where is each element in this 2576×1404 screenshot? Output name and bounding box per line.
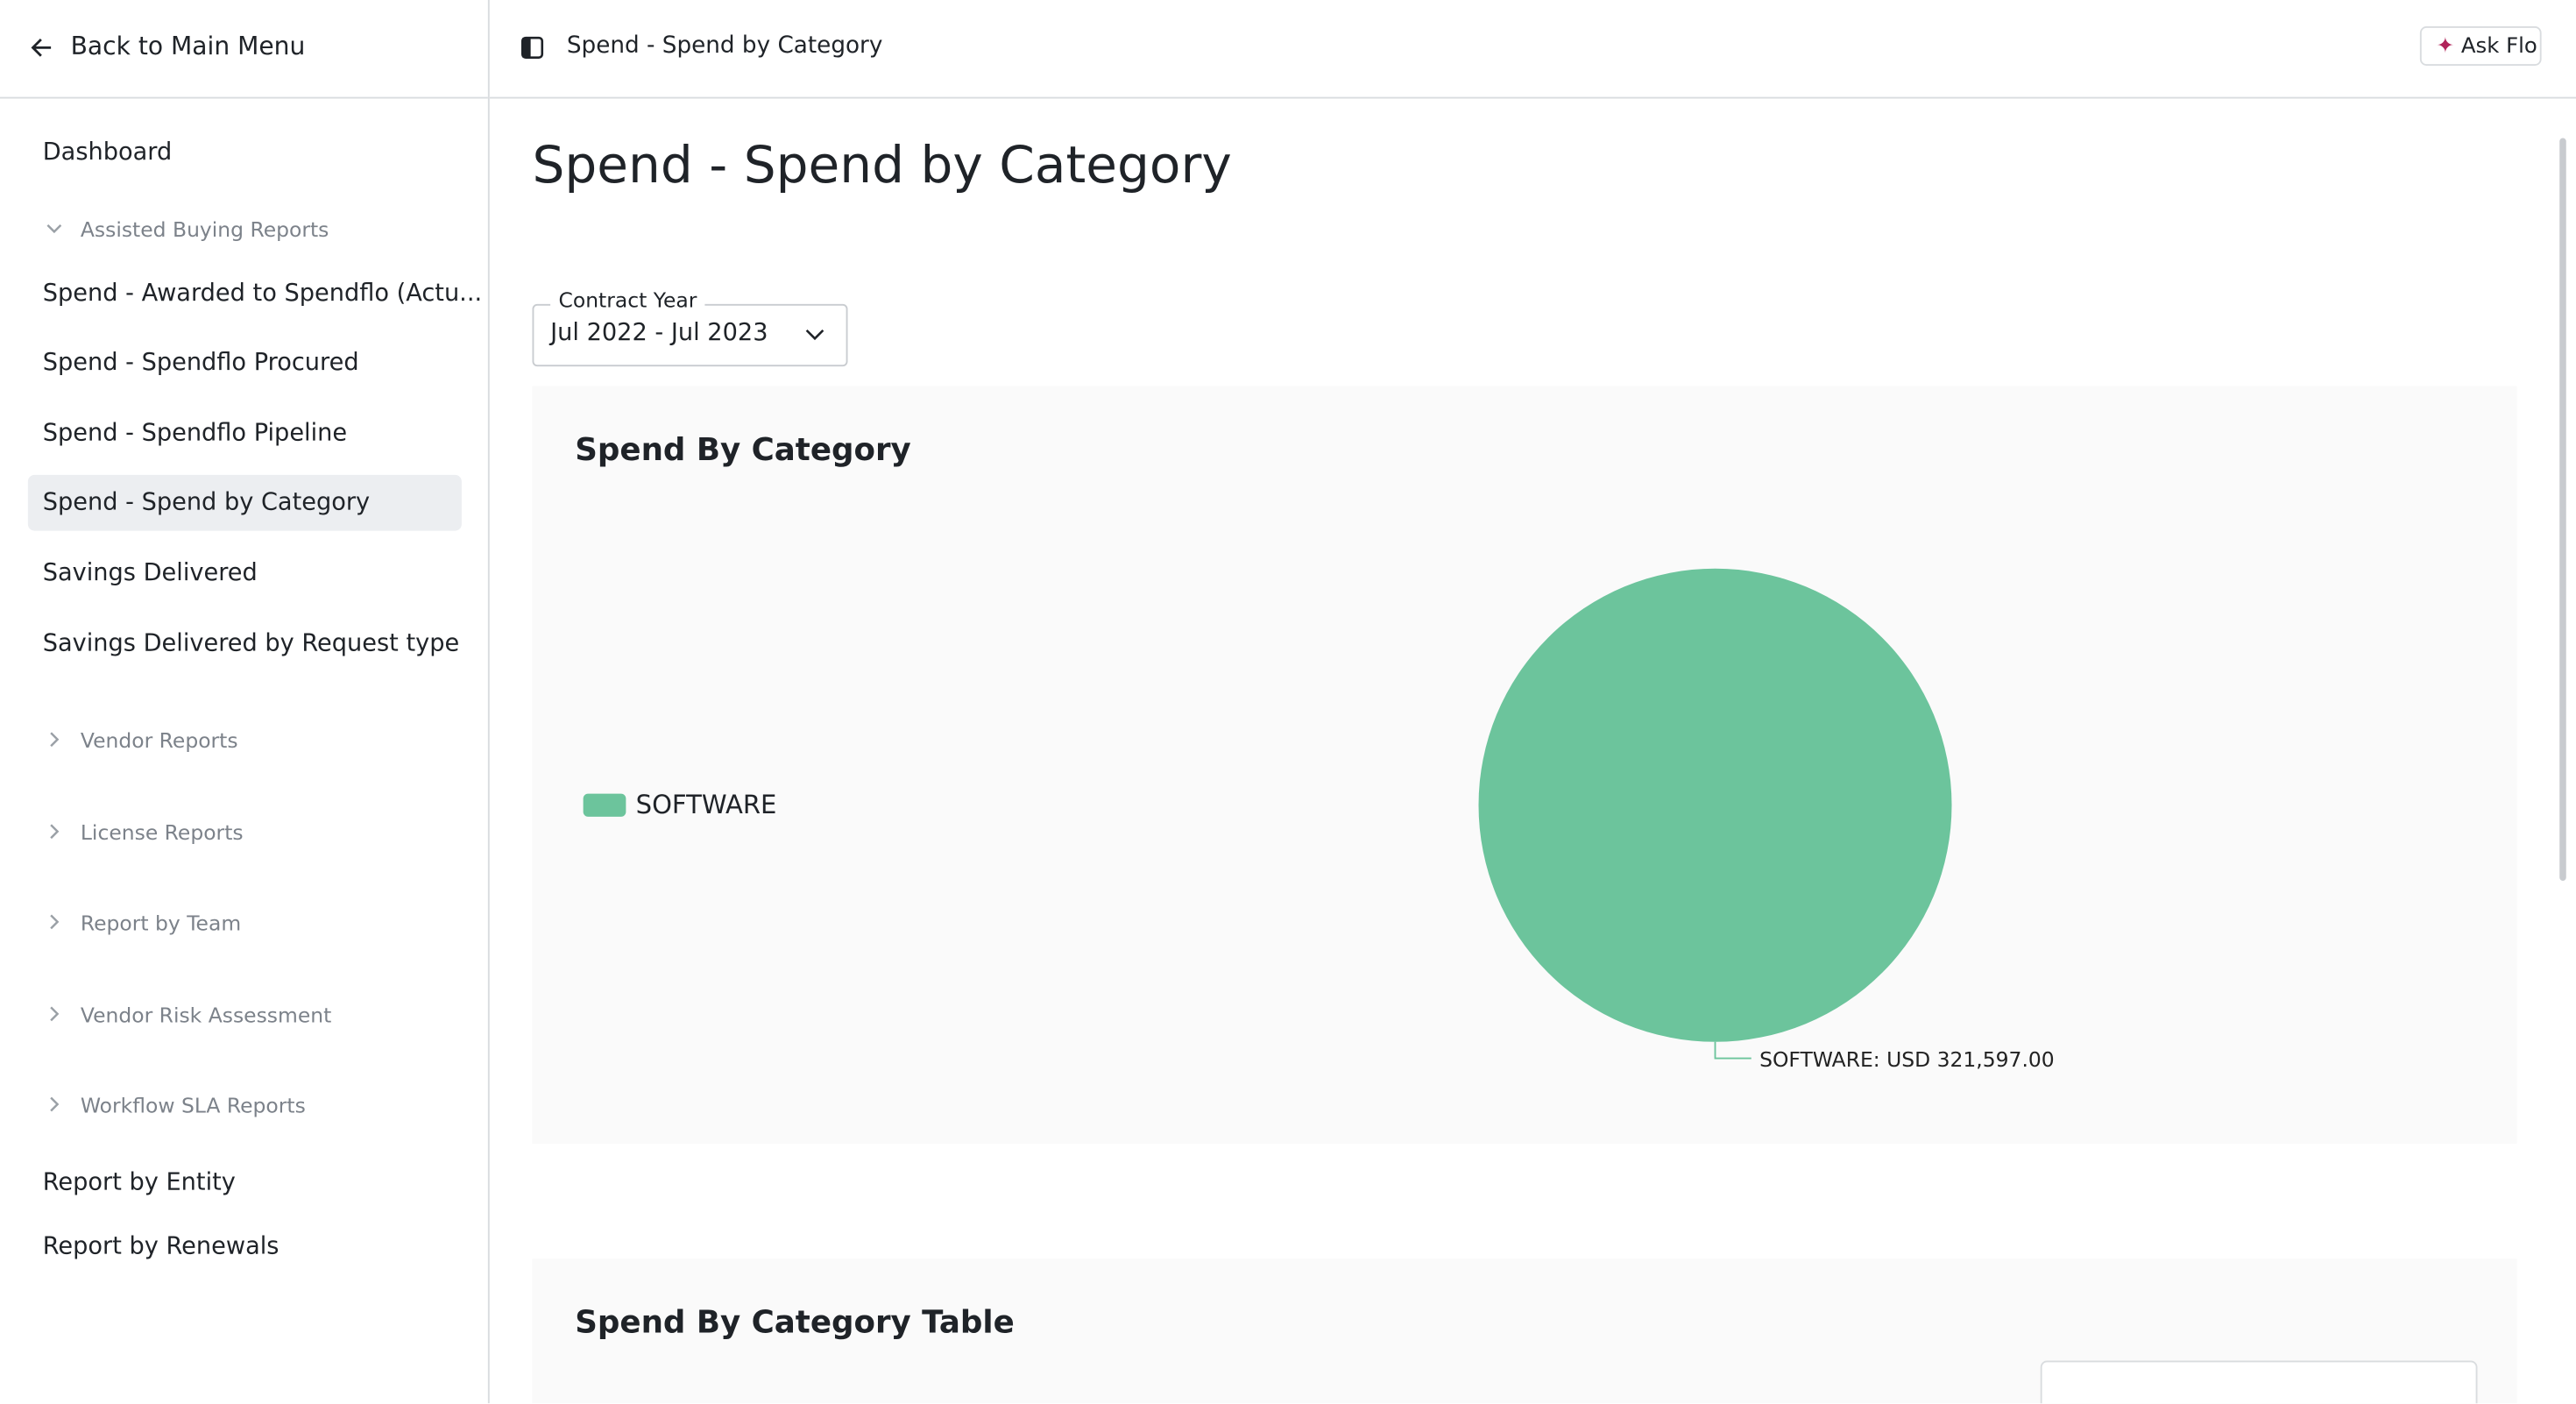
ask-flo-label: Ask Flo [2460,34,2537,60]
nav-label: Dashboard [42,139,173,167]
nav-label: Spend - Spend by Category [42,489,371,516]
nav-group[interactable]: Vendor Risk Assessment [28,988,462,1044]
ask-flo-button[interactable]: ✦ Ask Flo [2419,26,2542,66]
table-title: Spend By Category Table [575,1304,1015,1341]
sidebar-toggle[interactable] [520,36,544,59]
nav-label: Report by Entity [42,1170,236,1196]
select-chevron [805,329,824,341]
chevron-icon [50,732,60,748]
nav-label: Workflow SLA Reports [80,1092,306,1117]
back-link[interactable]: Back to Main Menu [70,31,306,61]
topbar: Spend - Spend by Category ✦ Ask Flo [489,0,2576,99]
nav-label: Report by Team [80,910,242,935]
nav-label: License Reports [80,819,244,845]
nav-label: Vendor Reports [80,727,238,753]
page-title: Spend - Spend by Category [532,136,1232,196]
select-value: Jul 2022 - Jul 2023 [550,320,768,347]
nav-label: Assisted Buying Reports [80,216,329,242]
nav-link[interactable]: Savings Delivered [28,546,462,602]
chevron-icon [50,914,60,930]
nav-link[interactable]: Spend - Spend by Category [27,474,462,531]
sidebar-header[interactable]: Back to Main Menu [0,0,488,99]
chevron [50,1006,60,1022]
scrollbar[interactable] [2559,138,2566,881]
chevron-icon [50,1096,60,1112]
chevron-icon [50,1006,60,1022]
back-icon [31,39,52,57]
nav-group[interactable]: License Reports [28,805,462,862]
chart-title: Spend By Category [575,432,911,469]
chevron-icon [50,824,60,840]
nav-label: Spend - Spendflo Pipeline [42,421,348,447]
nav-link[interactable]: Dashboard [28,125,462,181]
chevron [50,914,60,930]
nav-link[interactable]: Spend - Spendflo Procured [28,336,462,392]
nav-label: Report by Renewals [42,1234,280,1261]
nav-group[interactable]: Assisted Buying Reports [28,202,462,259]
legend-label: SOFTWARE [636,790,777,819]
chart-card: Spend By Category SOFTWARE: USD 321,597.… [532,386,2517,1144]
nav-label: Savings Delivered [42,560,258,587]
chevron [50,732,60,748]
chevron [46,224,62,234]
nav-group[interactable]: Workflow SLA Reports [28,1078,462,1134]
nav-label: Savings Delivered by Request type [42,631,460,657]
leader-line [1714,1041,1752,1060]
nav-link[interactable]: Report by Entity [28,1155,462,1211]
nav-label: Spend - Spendflo Procured [42,350,359,377]
table-card: Spend By Category Table [532,1259,2517,1404]
nav-link[interactable]: Spend - Spendflo Pipeline [28,406,462,462]
legend-swatch [583,793,626,817]
select-label: Contract Year [550,287,705,313]
data-label: SOFTWARE: USD 321,597.00 [1759,1047,2055,1072]
chevron-icon [46,224,62,234]
sidebar: Back to Main Menu Dashboard Assisted Buyi… [0,0,490,1404]
nav-link[interactable]: Spend - Awarded to Spendflo (Actu... [28,266,482,323]
nav-group[interactable]: Report by Team [28,896,462,952]
breadcrumb: Spend - Spend by Category [566,32,883,60]
nav-link[interactable]: Savings Delivered by Request type [28,616,462,672]
chart: SOFTWARE: USD 321,597.00 SOFTWARE [583,568,2055,1072]
contract-year-select[interactable]: Jul 2022 - Jul 2023 [532,303,848,367]
sparkle-icon: ✦ [2436,34,2455,60]
chevron [50,1096,60,1112]
nav-group[interactable]: Vendor Reports [28,713,462,769]
nav-label: Spend - Awarded to Spendflo (Actu... [42,280,483,308]
nav-link[interactable]: Report by Renewals [28,1219,462,1275]
nav-label: Vendor Risk Assessment [80,1002,332,1027]
chevron [50,824,60,840]
table-search[interactable] [2040,1360,2478,1404]
pie-slice [1478,568,1952,1042]
